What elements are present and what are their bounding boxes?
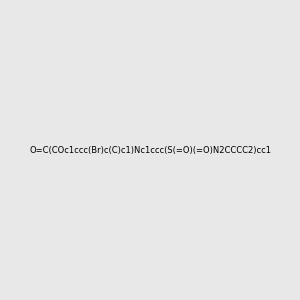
Text: O=C(COc1ccc(Br)c(C)c1)Nc1ccc(S(=O)(=O)N2CCCC2)cc1: O=C(COc1ccc(Br)c(C)c1)Nc1ccc(S(=O)(=O)N2… — [29, 146, 271, 154]
